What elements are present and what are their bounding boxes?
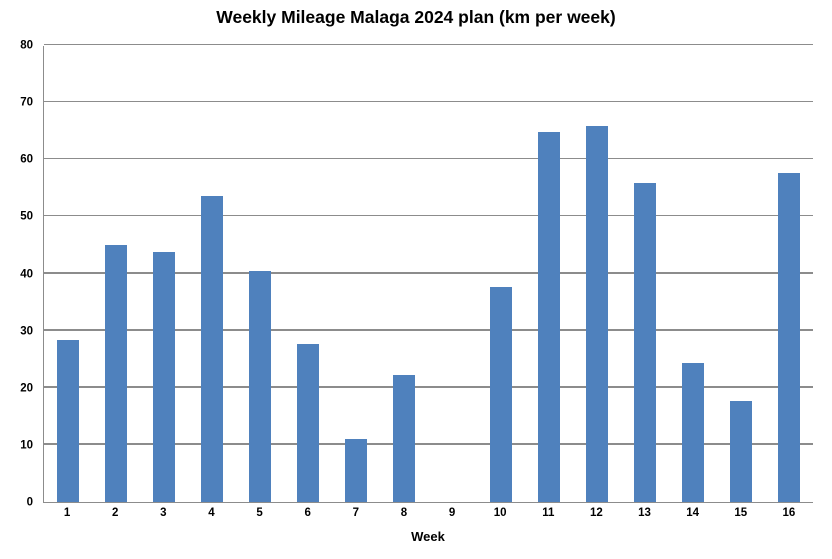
y-tick-label-0: 0 [26, 496, 33, 509]
bar-week-8 [393, 374, 416, 502]
x-tick-label-16: 16 [782, 507, 796, 519]
x-tick-label-10: 10 [493, 507, 507, 519]
plot-area [43, 43, 813, 503]
y-tick-label-50: 50 [20, 210, 33, 223]
x-tick-label-8: 8 [400, 507, 408, 519]
y-tick-label-30: 30 [20, 324, 33, 337]
x-tick-label-7: 7 [352, 507, 360, 519]
y-tick-label-40: 40 [20, 267, 33, 280]
bar-week-14 [681, 363, 704, 502]
x-axis-tick-labels: 1 2 3 4 5 6 7 8 9 10 11 12 13 14 15 16 [43, 507, 813, 523]
chart-title: Weekly Mileage Malaga 2024 plan (km per … [216, 7, 616, 27]
x-tick-label-12: 12 [590, 507, 603, 519]
bar-week-11 [537, 131, 560, 502]
gridline-y-20 [44, 386, 813, 388]
x-tick-label-15: 15 [734, 507, 748, 519]
y-axis-tick-labels: 0 10 20 30 40 50 60 70 80 [0, 40, 33, 508]
bar-week-7 [345, 438, 368, 502]
x-axis-title: Week [411, 529, 445, 544]
y-tick-label-60: 60 [20, 153, 33, 166]
x-tick-label-13: 13 [638, 507, 651, 519]
bar-week-1 [57, 340, 80, 502]
gridline-y-30 [44, 329, 813, 331]
x-tick-label-9: 9 [448, 507, 456, 519]
y-tick-label-70: 70 [20, 96, 33, 109]
y-tick-label-80: 80 [20, 39, 33, 52]
x-tick-label-6: 6 [304, 507, 311, 519]
bar-week-13 [633, 182, 656, 502]
bar-week-4 [201, 195, 224, 502]
gridline-y-10 [44, 443, 813, 445]
y-tick-label-10: 10 [20, 439, 33, 452]
bar-week-16 [777, 172, 800, 502]
bar-week-5 [249, 271, 272, 502]
gridline-y-50 [44, 214, 813, 217]
gridline-y-80 [44, 43, 813, 45]
bar-week-6 [297, 344, 320, 502]
gridline-y-60 [44, 157, 813, 160]
bar-week-10 [489, 286, 512, 502]
x-tick-label-3: 3 [160, 507, 167, 519]
gridline-y-70 [44, 100, 813, 103]
bar-week-15 [729, 401, 752, 502]
bar-week-12 [585, 126, 608, 502]
x-tick-label-14: 14 [686, 507, 700, 519]
x-tick-label-11: 11 [542, 507, 555, 519]
bar-week-3 [153, 252, 176, 502]
x-tick-label-1: 1 [63, 507, 71, 519]
x-tick-label-2: 2 [111, 507, 119, 519]
x-tick-label-4: 4 [208, 507, 215, 519]
bar-week-2 [105, 244, 128, 502]
y-tick-label-20: 20 [20, 382, 33, 394]
x-tick-label-5: 5 [256, 507, 263, 519]
gridline-y-40 [44, 272, 813, 274]
